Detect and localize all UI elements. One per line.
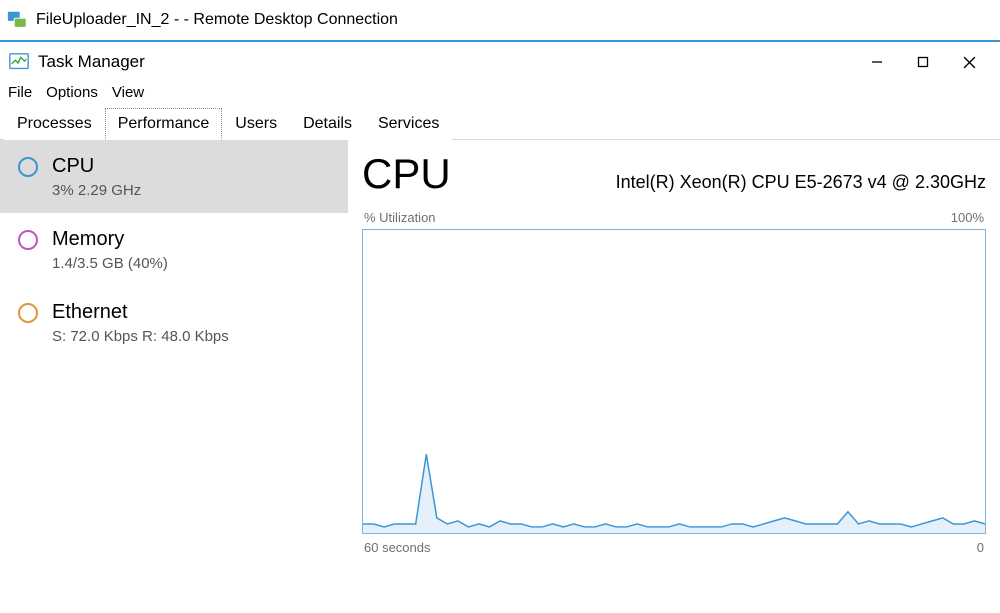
tab-performance[interactable]: Performance [105, 108, 223, 140]
sidebar-item-sub: 1.4/3.5 GB (40%) [52, 255, 168, 272]
close-icon [963, 56, 976, 69]
sidebar-item-memory[interactable]: Memory 1.4/3.5 GB (40%) [0, 213, 348, 286]
chart-y-max: 100% [951, 210, 984, 225]
menu-view[interactable]: View [110, 84, 146, 101]
chart-x-right: 0 [977, 540, 984, 555]
rdp-title-text: FileUploader_IN_2 - - Remote Desktop Con… [36, 11, 398, 29]
tabs: Processes Performance Users Details Serv… [0, 107, 1000, 140]
window-title: Task Manager [38, 52, 145, 72]
window-controls [854, 46, 992, 78]
sidebar-item-sub: 3% 2.29 GHz [52, 182, 141, 199]
cpu-ring-icon [18, 157, 38, 177]
sidebar: CPU 3% 2.29 GHz Memory 1.4/3.5 GB (40%) Ethe… [0, 140, 348, 607]
content-area: CPU 3% 2.29 GHz Memory 1.4/3.5 GB (40%) Ethe… [0, 140, 1000, 607]
chart-x-left: 60 seconds [364, 540, 431, 555]
rdp-titlebar: FileUploader_IN_2 - - Remote Desktop Con… [0, 0, 1000, 42]
tab-details[interactable]: Details [290, 108, 365, 140]
sidebar-item-title: CPU [52, 154, 141, 178]
rdp-icon [6, 9, 28, 31]
sidebar-item-sub: S: 72.0 Kbps R: 48.0 Kbps [52, 328, 229, 345]
chart-y-label: % Utilization [364, 210, 436, 225]
maximize-icon [917, 56, 929, 68]
task-manager-icon [8, 51, 30, 73]
cpu-utilization-chart [362, 229, 986, 534]
cpu-model: Intel(R) Xeon(R) CPU E5-2673 v4 @ 2.30GH… [616, 172, 986, 193]
maximize-button[interactable] [900, 46, 946, 78]
menu-options[interactable]: Options [44, 84, 100, 101]
menu-file[interactable]: File [6, 84, 34, 101]
minimize-button[interactable] [854, 46, 900, 78]
sidebar-item-cpu[interactable]: CPU 3% 2.29 GHz [0, 140, 348, 213]
minimize-icon [871, 56, 883, 68]
tab-users[interactable]: Users [222, 108, 290, 140]
panel-title: CPU [362, 150, 451, 198]
sidebar-item-ethernet[interactable]: Ethernet S: 72.0 Kbps R: 48.0 Kbps [0, 286, 348, 359]
sidebar-item-title: Ethernet [52, 300, 229, 324]
ethernet-ring-icon [18, 303, 38, 323]
close-button[interactable] [946, 46, 992, 78]
tab-services[interactable]: Services [365, 108, 452, 140]
task-manager-titlebar: Task Manager [0, 42, 1000, 82]
main-panel: CPU Intel(R) Xeon(R) CPU E5-2673 v4 @ 2.… [348, 140, 1000, 607]
tab-processes[interactable]: Processes [4, 108, 105, 140]
sidebar-item-title: Memory [52, 227, 168, 251]
menubar: File Options View [0, 82, 1000, 107]
memory-ring-icon [18, 230, 38, 250]
